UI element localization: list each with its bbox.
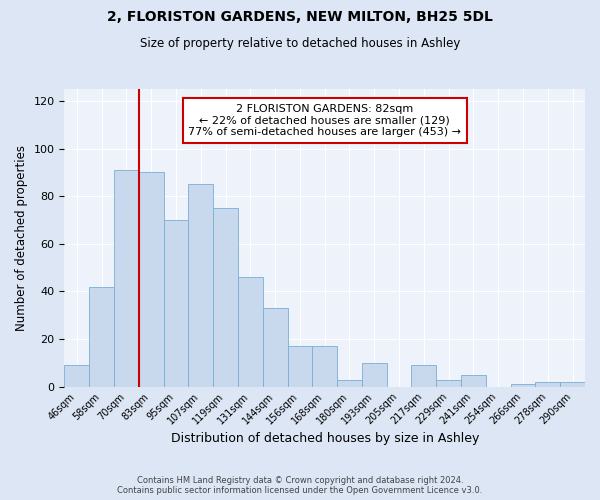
Text: Contains HM Land Registry data © Crown copyright and database right 2024.
Contai: Contains HM Land Registry data © Crown c… (118, 476, 482, 495)
Bar (436, 380, 461, 386)
Bar (139, 172, 164, 386)
Bar (164, 220, 188, 386)
Bar (337, 380, 362, 386)
Bar (64, 365, 89, 386)
Bar (89, 286, 114, 386)
Bar (461, 375, 486, 386)
Bar (188, 184, 213, 386)
Text: 2, FLORISTON GARDENS, NEW MILTON, BH25 5DL: 2, FLORISTON GARDENS, NEW MILTON, BH25 5… (107, 10, 493, 24)
Bar (313, 346, 337, 387)
Bar (238, 277, 263, 386)
Bar (114, 170, 139, 386)
Text: Size of property relative to detached houses in Ashley: Size of property relative to detached ho… (140, 38, 460, 51)
Text: 2 FLORISTON GARDENS: 82sqm
← 22% of detached houses are smaller (129)
77% of sem: 2 FLORISTON GARDENS: 82sqm ← 22% of deta… (188, 104, 461, 137)
Bar (287, 346, 313, 387)
Bar (263, 308, 287, 386)
Y-axis label: Number of detached properties: Number of detached properties (15, 145, 28, 331)
X-axis label: Distribution of detached houses by size in Ashley: Distribution of detached houses by size … (170, 432, 479, 445)
Bar (535, 382, 560, 386)
Bar (511, 384, 535, 386)
Bar (412, 365, 436, 386)
Bar (560, 382, 585, 386)
Bar (213, 208, 238, 386)
Bar (362, 363, 386, 386)
